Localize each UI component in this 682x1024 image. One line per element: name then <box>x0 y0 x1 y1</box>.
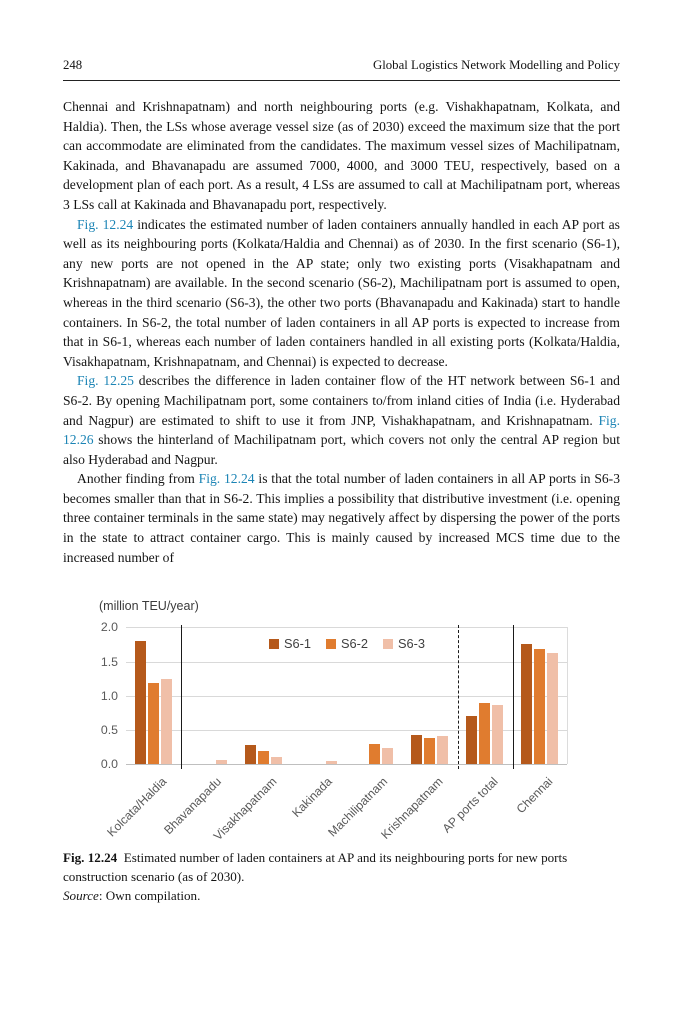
figure-12-24: (million TEU/year) S6-1 S6-2 S6-3 0.0 0.5 1.… <box>63 597 620 905</box>
text-run: is that the total number of laden contai… <box>63 471 621 565</box>
running-title: Global Logistics Network Modelling and P… <box>372 58 620 72</box>
bar-chart: (million TEU/year) S6-1 S6-2 S6-3 0.0 0.5 1.… <box>63 597 620 845</box>
chart-plot-area <box>126 625 568 770</box>
bar-group-chennai <box>512 627 567 765</box>
figure-reference-link[interactable]: Fig. 12.26 <box>63 412 620 448</box>
chart-legend: S6-1 S6-2 S6-3 <box>126 634 568 654</box>
y-tick-label: 1.0 <box>100 688 118 703</box>
body-paragraph: Fig. 12.24 indicates the estimated numbe… <box>63 215 620 372</box>
figure-caption: Fig. 12.24 Estimated number of laden con… <box>63 849 620 905</box>
chart-axis-title: (million TEU/year) <box>99 599 199 614</box>
dashed-separator-line <box>457 625 459 770</box>
figure-reference-link[interactable]: Fig. 12.25 <box>77 373 134 389</box>
bar-s6-1-visakhapatnam <box>245 745 257 765</box>
legend-swatch-icon <box>268 639 279 650</box>
bar-groups <box>126 627 567 765</box>
bar-group-kakinada <box>291 627 346 765</box>
legend-label: S6-2 <box>340 636 369 652</box>
bar-s6-2-krishnapatnam <box>423 737 435 765</box>
bar-group-kolcata-haldia <box>126 627 181 765</box>
bar-s6-3-machilipatnam <box>381 747 393 765</box>
legend-item-s6-1: S6-1 <box>268 634 311 654</box>
bar-s6-2-kolcata-haldia <box>148 683 160 765</box>
figure-source-text: : Own compilation. <box>98 887 201 903</box>
page-number: 248 <box>63 58 83 72</box>
solid-separator-line <box>512 625 514 770</box>
bar-s6-2-visakhapatnam <box>258 750 270 765</box>
body-paragraph: Another finding from Fig. 12.24 is that … <box>63 469 620 567</box>
gridline <box>126 627 567 629</box>
category-label: Chennai <box>513 774 556 817</box>
gridline <box>126 730 567 731</box>
text-run: indicates the estimated number of laden … <box>63 216 620 369</box>
legend-swatch-icon <box>383 639 394 650</box>
bar-s6-3-bhavanapadu <box>216 760 228 765</box>
bar-s6-1-krishnapatnam <box>410 735 422 765</box>
legend-swatch-icon <box>325 639 336 650</box>
bar-s6-3-krishnapatnam <box>436 736 448 765</box>
legend-item-s6-3: S6-3 <box>383 634 425 654</box>
bar-s6-1-chennai <box>520 644 532 765</box>
bar-group-visakhapatnam <box>236 627 291 765</box>
y-tick-label: 0.0 <box>100 757 118 772</box>
bar-s6-2-chennai <box>533 648 545 765</box>
body-text: Chennai and Krishnapatnam) and north nei… <box>63 97 620 567</box>
bar-s6-3-kakinada <box>326 760 338 765</box>
figure-reference-link[interactable]: Fig. 12.24 <box>198 471 255 487</box>
y-tick-label: 0.5 <box>100 723 118 737</box>
bar-s6-2-ap-ports-total <box>478 703 490 765</box>
figure-reference-link[interactable]: Fig. 12.24 <box>77 216 134 232</box>
figure-caption-text: Estimated number of laden containers at … <box>63 850 568 885</box>
bar-s6-3-chennai <box>546 652 558 765</box>
body-paragraph: Chennai and Krishnapatnam) and north nei… <box>63 97 620 215</box>
legend-item-s6-2: S6-2 <box>325 634 369 654</box>
text-run: shows the hinterland of Machilipatnam po… <box>63 432 620 467</box>
text-run: describes the difference in laden contai… <box>63 373 620 428</box>
text-run: Chennai and Krishnapatnam) and north nei… <box>63 99 620 212</box>
gridline <box>126 695 567 697</box>
body-paragraph: Fig. 12.25 describes the difference in l… <box>63 371 620 469</box>
bar-group-machilipatnam <box>347 627 402 765</box>
y-tick-label: 1.5 <box>100 654 118 669</box>
solid-separator-line <box>181 625 183 770</box>
text-run: Another finding from <box>77 471 199 487</box>
legend-label: S6-3 <box>398 636 426 652</box>
category-label: Kakinada <box>289 774 335 821</box>
y-tick-label: 2.0 <box>100 620 118 635</box>
bar-s6-3-ap-ports-total <box>491 704 503 765</box>
bar-group-krishnapatnam <box>402 627 457 765</box>
bar-s6-2-machilipatnam <box>368 743 380 765</box>
gridline <box>126 661 567 663</box>
bar-s6-1-ap-ports-total <box>465 716 477 765</box>
figure-source-label: Source <box>63 887 99 903</box>
figure-caption-label: Fig. 12.24 <box>63 850 118 866</box>
bar-group-bhavanapadu <box>181 627 236 765</box>
x-axis-line <box>126 764 567 766</box>
bar-s6-3-visakhapatnam <box>271 756 283 765</box>
legend-label: S6-1 <box>283 636 311 652</box>
bar-s6-1-kolcata-haldia <box>135 640 147 765</box>
running-head: 248 Global Logistics Network Modelling a… <box>63 57 620 81</box>
category-label: Kolcata/Haldia <box>103 774 169 840</box>
bar-group-ap-ports-total <box>457 627 512 765</box>
bar-s6-3-kolcata-haldia <box>161 678 173 765</box>
category-label: AP ports total <box>439 774 501 836</box>
